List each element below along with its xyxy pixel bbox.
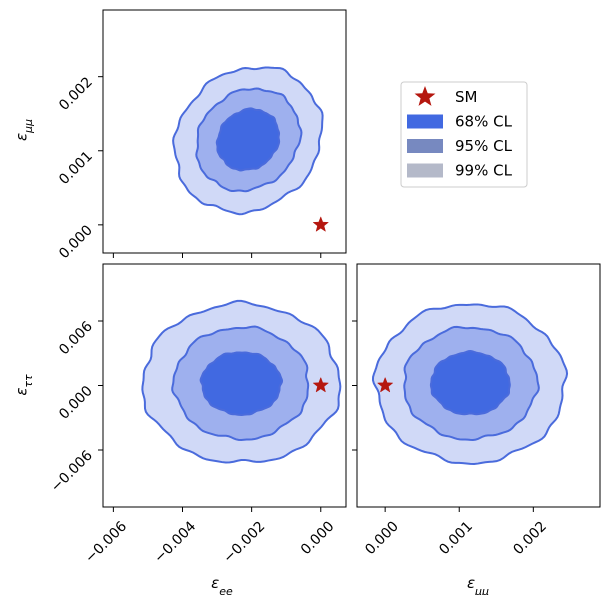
- legend-item-cl95: 95% CL: [407, 137, 513, 155]
- ytick-label-tautau_vs_ee-2: 0.006: [56, 318, 96, 358]
- legend-label-sm: SM: [455, 88, 477, 106]
- xlabel-ee-sub: ee: [219, 585, 233, 595]
- panel-mumu_vs_ee: 0.000 0.001 0.002: [56, 9, 347, 262]
- contours-mumu_vs_ee: [172, 66, 324, 216]
- sm-point-tautau_vs_ee: [312, 376, 330, 393]
- ytick-label-mumu_vs_ee-2: 0.002: [56, 74, 96, 114]
- legend-label-cl95: 95% CL: [455, 137, 513, 155]
- ytick-label-mumu_vs_ee-1: 0.001: [56, 148, 96, 188]
- contours-tautau_vs_mumu: [371, 303, 569, 465]
- xtick-label-tautau_vs_ee-1: −0.004: [151, 518, 199, 566]
- legend-item-cl99: 99% CL: [407, 162, 513, 180]
- contour-cl68-tautau_vs_ee: [199, 351, 284, 416]
- xlabel-ee: εee: [211, 574, 233, 595]
- ylabel-tautau-sub: ττ: [22, 374, 35, 388]
- ylabel-mumu: εμμ: [13, 119, 35, 141]
- legend-label-cl68: 68% CL: [455, 113, 513, 131]
- legend-item-cl68: 68% CL: [407, 113, 513, 131]
- xtick-label-tautau_vs_mumu-1: 0.001: [436, 518, 476, 558]
- axes-frame-mumu_vs_ee: [102, 9, 347, 254]
- legend-items: SM 68% CL 95% CL 99% CL: [407, 86, 513, 180]
- xtick-label-tautau_vs_mumu-0: 0.000: [362, 518, 402, 558]
- xlabel-mumu-sub: μμ: [474, 585, 489, 595]
- ytick-label-tautau_vs_ee-1: 0.000: [56, 383, 96, 423]
- sm-point-tautau_vs_mumu: [376, 376, 394, 393]
- legend-label-cl99: 99% CL: [455, 162, 513, 180]
- sm-point-mumu_vs_ee: [312, 216, 330, 232]
- contour-cl68-mumu_vs_ee: [215, 107, 281, 172]
- ylabel-tautau: εττ: [13, 374, 35, 396]
- xlabel-mumu: εμμ: [467, 574, 489, 595]
- legend-patch-cl99: [407, 163, 443, 178]
- legend: SM 68% CL 95% CL 99% CL: [400, 81, 528, 188]
- legend-frame: [400, 81, 528, 188]
- legend-star-marker: [414, 86, 436, 106]
- ylabel-mumu-sub: μμ: [22, 119, 35, 134]
- legend-patch-cl68: [407, 114, 443, 129]
- panel-tautau_vs_ee: −0.006 −0.004 −0.002 0.000 −0.006 0.000 0.006: [48, 263, 347, 566]
- contour-cl68-tautau_vs_mumu: [429, 349, 511, 416]
- panel-tautau_vs_mumu: 0.000 0.001 0.002: [352, 263, 601, 558]
- ytick-label-tautau_vs_ee-0: −0.006: [48, 447, 96, 495]
- xtick-label-tautau_vs_ee-3: 0.000: [298, 518, 338, 558]
- xtick-label-tautau_vs_ee-0: −0.006: [82, 518, 130, 566]
- ytick-label-mumu_vs_ee-0: 0.000: [56, 222, 96, 262]
- legend-patch-cl95: [407, 139, 443, 153]
- xtick-label-tautau_vs_ee-2: −0.002: [220, 518, 268, 566]
- legend-item-sm: SM: [414, 86, 477, 106]
- xtick-label-tautau_vs_mumu-2: 0.002: [510, 518, 550, 558]
- contours-tautau_vs_ee: [141, 299, 342, 464]
